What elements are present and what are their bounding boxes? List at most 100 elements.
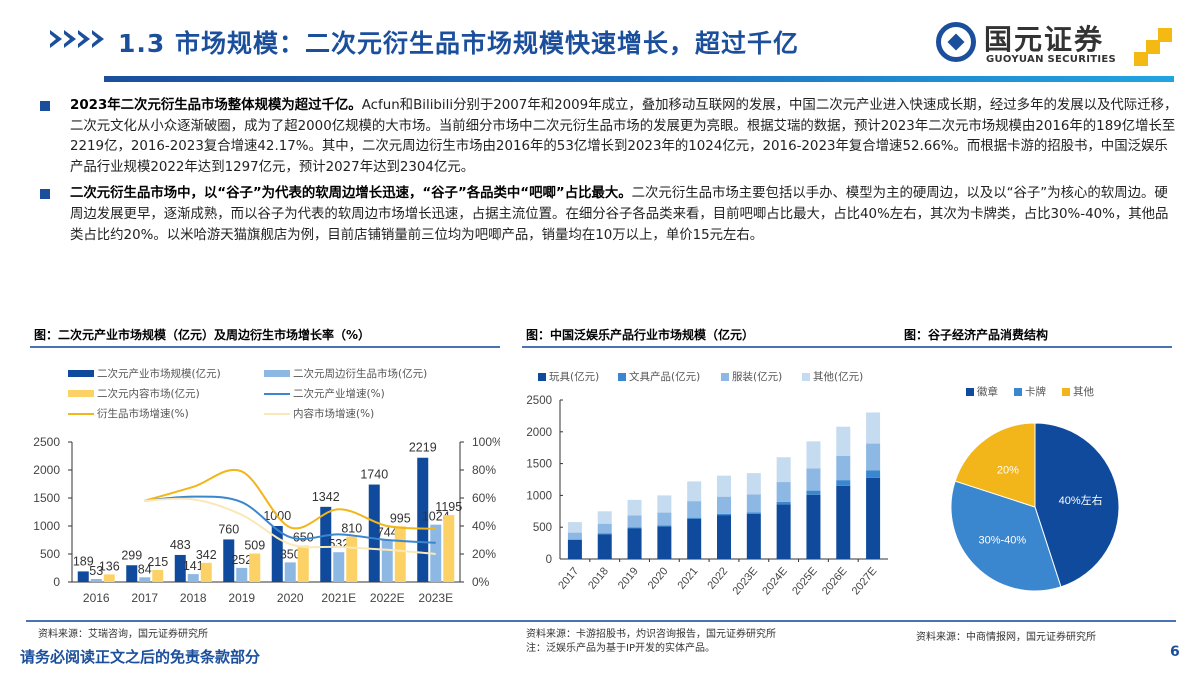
legend-label: 文具产品(亿元) <box>629 371 701 383</box>
legend-label: 徽章 <box>977 386 998 398</box>
svg-text:2024E: 2024E <box>760 565 790 597</box>
legend-item: 文具产品(亿元) <box>618 369 700 384</box>
svg-text:1500: 1500 <box>526 459 552 471</box>
page-header: 1.3 市场规模：二次元衍生品市场规模快速增长，超过千亿 国元证券 GUOYUA… <box>0 0 1200 86</box>
legend-label: 二次元周边衍生品市场(亿元) <box>293 368 428 380</box>
svg-text:500: 500 <box>533 522 552 534</box>
svg-text:2027E: 2027E <box>850 565 880 597</box>
legend-label: 二次元内容市场(亿元) <box>97 388 200 400</box>
legend-item: 徽章 <box>966 384 998 399</box>
svg-text:2017: 2017 <box>556 565 581 591</box>
svg-text:2020: 2020 <box>646 565 671 591</box>
svg-text:2018: 2018 <box>180 591 207 605</box>
legend-item: 内容市场增速(%) <box>264 406 374 421</box>
svg-text:30%-40%: 30%-40% <box>978 535 1026 547</box>
page-number: 6 <box>1170 644 1180 660</box>
legend-swatch <box>68 370 94 377</box>
svg-text:2021E: 2021E <box>321 591 356 605</box>
svg-text:1342: 1342 <box>312 490 340 504</box>
legend-item: 卡牌 <box>1014 384 1046 399</box>
svg-text:141: 141 <box>183 559 204 573</box>
svg-text:60%: 60% <box>472 491 496 505</box>
legend-swatch <box>1062 387 1070 396</box>
legend-label: 玩具(亿元) <box>549 371 600 383</box>
panel-divider <box>522 346 902 348</box>
legend-swatch <box>618 372 626 381</box>
legend-swatch <box>538 372 546 381</box>
right-source: 资料来源：中商情报网，国元证券研究所 <box>916 632 1096 643</box>
svg-text:2000: 2000 <box>526 427 552 439</box>
legend-item: 二次元产业增速(%) <box>264 386 385 401</box>
svg-text:2500: 2500 <box>33 435 60 449</box>
svg-text:100%: 100% <box>472 435 500 449</box>
page-title: 1.3 市场规模：二次元衍生品市场规模快速增长，超过千亿 <box>118 29 799 58</box>
svg-text:995: 995 <box>390 511 411 525</box>
legend-item: 其他(亿元) <box>802 369 863 384</box>
logo-square-icon <box>1158 28 1172 42</box>
svg-text:40%左右: 40%左右 <box>1059 493 1103 507</box>
svg-text:532: 532 <box>328 537 349 551</box>
svg-text:252: 252 <box>231 553 252 567</box>
svg-text:2018: 2018 <box>586 565 611 591</box>
legend-line <box>264 392 290 395</box>
right-pie-chart: 40%左右 30%-40% 20% <box>950 422 1120 592</box>
legend-swatch <box>966 387 974 396</box>
svg-text:1195: 1195 <box>435 500 462 514</box>
bullet-body: 二次元衍生品市场主要包括以手办、模型为主的硬周边，以及以“谷子”为核心的软周边。… <box>70 186 1169 243</box>
left-source: 资料来源：艾瑞咨询，国元证券研究所 <box>38 629 208 640</box>
svg-text:299: 299 <box>121 548 142 562</box>
bullet-item: 2023年二次元衍生品市场整体规模为超过千亿。Acfun和Bilibili分别于… <box>40 96 1180 178</box>
svg-text:2023E: 2023E <box>418 591 453 605</box>
legend-swatch <box>1014 387 1022 396</box>
middle-source-note: 注：泛娱乐产品为基于IP开发的实体产品。 <box>526 643 715 654</box>
legend-label: 其他 <box>1073 386 1094 398</box>
company-logo: 国元证券 GUOYUAN SECURITIES <box>936 18 1176 74</box>
left-chart-title: 图：二次元产业市场规模（亿元）及周边衍生市场增长率（%） <box>34 328 371 342</box>
title-divider <box>104 76 1174 82</box>
bullet-square-icon <box>40 189 50 200</box>
middle-chart-legend: 玩具(亿元) 文具产品(亿元) 服装(亿元) 其他(亿元) <box>538 369 898 385</box>
logo-emblem-icon <box>936 22 976 62</box>
legend-line <box>68 412 94 415</box>
svg-text:1000: 1000 <box>33 519 60 533</box>
legend-swatch <box>802 372 810 381</box>
svg-text:2025E: 2025E <box>790 565 820 597</box>
legend-swatch <box>264 370 290 377</box>
svg-text:215: 215 <box>147 555 168 569</box>
svg-text:20%: 20% <box>997 465 1019 477</box>
svg-text:2500: 2500 <box>526 395 552 407</box>
svg-text:40%: 40% <box>472 519 496 533</box>
panel-divider <box>30 346 500 348</box>
svg-text:2022: 2022 <box>705 565 730 591</box>
svg-text:0: 0 <box>546 554 552 566</box>
svg-text:136: 136 <box>99 559 120 573</box>
bullet-item: 二次元衍生品市场中，以“谷子”为代表的软周边增长迅速，“谷子”各品类中“吧唧”占… <box>40 184 1180 246</box>
middle-chart-title: 图：中国泛娱乐产品行业市场规模（亿元） <box>526 328 755 342</box>
legend-swatch <box>721 372 729 381</box>
right-chart-panel: 图：谷子经济产品消费结构 <box>900 326 1172 348</box>
legend-item: 其他 <box>1062 384 1094 399</box>
svg-text:2022E: 2022E <box>370 591 405 605</box>
svg-text:2016: 2016 <box>83 591 110 605</box>
svg-text:744: 744 <box>377 525 398 539</box>
svg-text:80%: 80% <box>472 463 496 477</box>
logo-square-icon <box>1146 40 1160 54</box>
disclaimer-text: 请务必阅读正文之后的免责条款部分 <box>20 648 261 666</box>
svg-text:53: 53 <box>89 564 103 578</box>
legend-label: 二次元产业增速(%) <box>293 388 385 400</box>
svg-text:0: 0 <box>53 575 60 589</box>
legend-item: 二次元产业市场规模(亿元) <box>68 366 221 381</box>
svg-text:2020: 2020 <box>277 591 304 605</box>
legend-swatch <box>68 390 94 397</box>
svg-text:1500: 1500 <box>33 491 60 505</box>
svg-text:2017: 2017 <box>131 591 158 605</box>
svg-text:509: 509 <box>244 538 265 552</box>
svg-text:0%: 0% <box>472 575 490 589</box>
chevrons-icon <box>50 30 106 48</box>
svg-text:810: 810 <box>341 522 362 536</box>
svg-text:2019: 2019 <box>228 591 255 605</box>
svg-text:189: 189 <box>73 554 94 568</box>
legend-label: 内容市场增速(%) <box>293 408 375 420</box>
legend-label: 衍生品市场增速(%) <box>97 408 189 420</box>
svg-text:1740: 1740 <box>360 468 388 482</box>
